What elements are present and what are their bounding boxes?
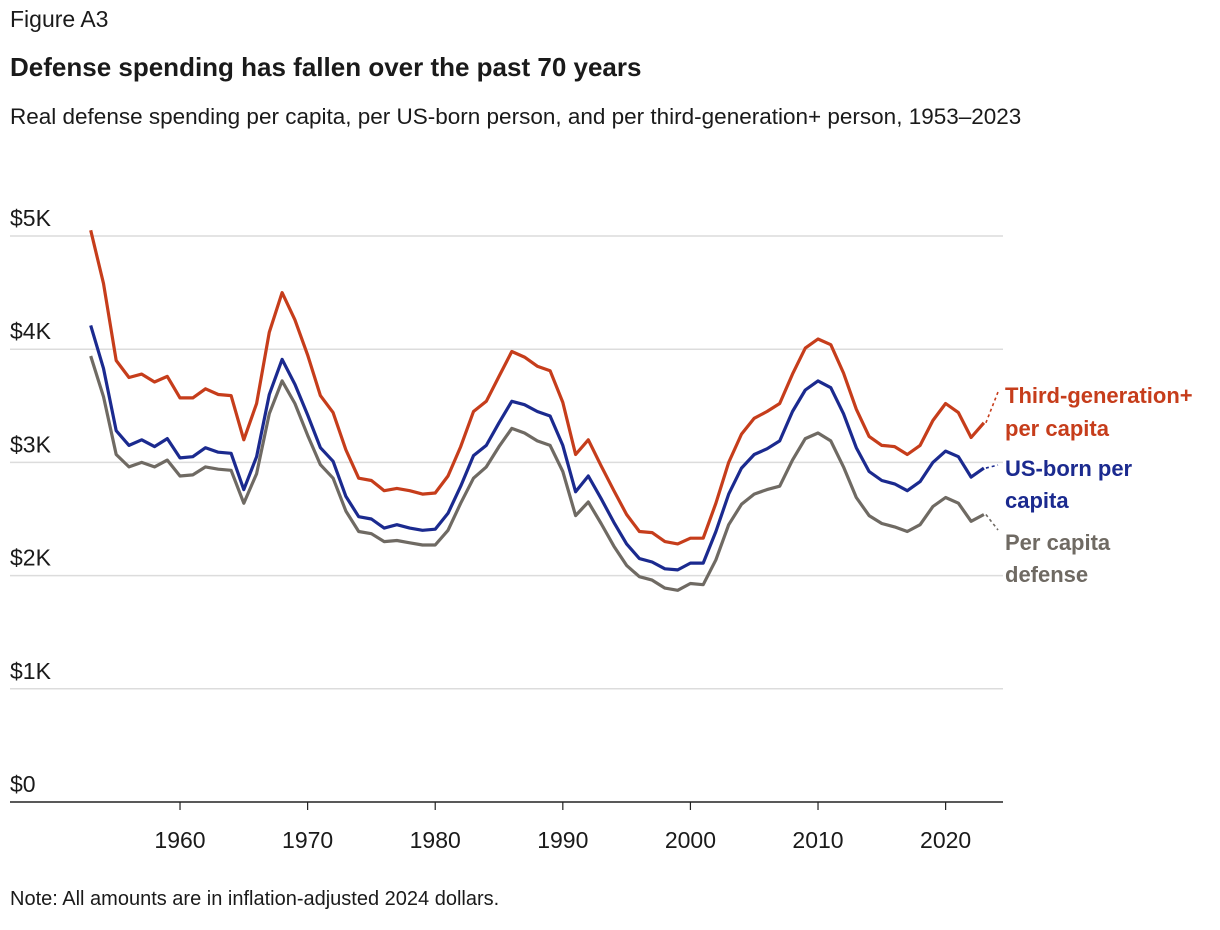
y-axis-ticks: $0 $1K $2K $3K $4K $5K <box>10 205 52 797</box>
x-axis-ticks: 1960 1970 1980 1990 2000 2010 2020 <box>154 802 971 853</box>
x-tick-label: 1970 <box>282 827 333 853</box>
chart-title: Defense spending has fallen over the pas… <box>10 52 642 82</box>
y-tick-label: $4K <box>10 318 52 344</box>
y-tick-label: $2K <box>10 545 52 571</box>
series-line <box>89 324 985 572</box>
x-tick-label: 2010 <box>792 827 843 853</box>
label-connector <box>985 513 999 531</box>
series-label: Per capita <box>1005 530 1111 555</box>
series-line <box>89 355 985 592</box>
line-chart: $0 $1K $2K $3K $4K $5K 1960 1970 1980 1990 2000 20… <box>10 205 1193 853</box>
y-tick-label: $3K <box>10 431 52 457</box>
x-tick-label: 1980 <box>410 827 461 853</box>
y-tick-label: $5K <box>10 205 52 231</box>
y-tick-label: $0 <box>10 771 36 797</box>
label-connector <box>985 391 999 424</box>
series-label: defense <box>1005 562 1088 587</box>
series-label: capita <box>1005 488 1069 513</box>
series-label: per capita <box>1005 416 1110 441</box>
series-label: US-born per <box>1005 456 1133 481</box>
y-tick-label: $1K <box>10 658 52 684</box>
series-line <box>89 229 986 546</box>
x-tick-label: 1990 <box>537 827 588 853</box>
series-label: Third-generation+ <box>1005 383 1193 408</box>
series-lines <box>89 229 986 592</box>
chart-subtitle: Real defense spending per capita, per US… <box>10 104 1022 129</box>
gridlines <box>10 235 1003 803</box>
series-labels: Third-generation+ per capita US-born per ca… <box>985 383 1193 587</box>
label-connector <box>985 464 999 469</box>
figure-label: Figure A3 <box>10 6 109 32</box>
chart-note: Note: All amounts are in inflation-adjus… <box>10 888 500 910</box>
x-tick-label: 1960 <box>154 827 205 853</box>
x-tick-label: 2020 <box>920 827 971 853</box>
x-tick-label: 2000 <box>665 827 716 853</box>
